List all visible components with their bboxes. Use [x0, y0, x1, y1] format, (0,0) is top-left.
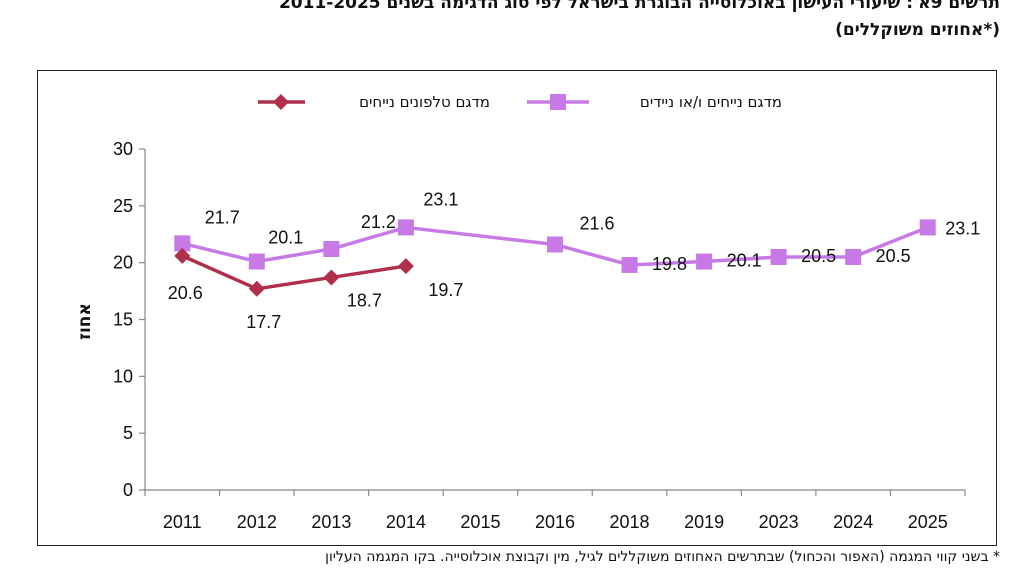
series-point-landline	[323, 269, 340, 286]
footnote: * בשני קווי המגמה (האפור והכחול) שבתרשים…	[325, 549, 1000, 565]
legend-label-landline: מדגם טלפונים נייחים	[359, 93, 490, 111]
x-tick-label: 2025	[908, 512, 948, 532]
chart-frame	[37, 70, 997, 546]
series-point-mobile	[323, 241, 340, 258]
series-point-mobile	[621, 256, 638, 273]
series-point-mobile	[547, 236, 563, 253]
y-tick-label: 25	[113, 196, 133, 216]
series-point-mobile	[696, 253, 713, 270]
legend-marker-mobile	[550, 94, 566, 110]
y-tick-label: 20	[113, 253, 133, 273]
data-label-landline: 17.7	[246, 312, 281, 332]
x-tick-label: 2023	[759, 512, 799, 532]
series-point-mobile	[174, 235, 191, 252]
data-label-mobile: 20.5	[876, 246, 911, 266]
data-label-mobile: 20.5	[801, 246, 836, 266]
x-tick-label: 2011	[163, 512, 202, 532]
series-line-landline	[181, 254, 407, 291]
data-label-landline: 20.6	[168, 283, 203, 303]
x-tick-label: 2013	[311, 512, 351, 532]
data-label-mobile: 21.7	[205, 207, 240, 227]
legend-label-mobile: מדגם נייחים ו/או ניידים	[640, 93, 782, 111]
x-tick-label: 2019	[684, 512, 724, 532]
legend-marker-landline	[273, 94, 289, 110]
x-tick-label: 2018	[610, 512, 650, 532]
series-point-mobile	[919, 219, 936, 236]
y-tick-label: 30	[113, 139, 133, 159]
series-point-mobile	[770, 248, 787, 265]
series-point-mobile	[845, 248, 862, 265]
series-point-mobile	[397, 219, 414, 236]
chart-title-line1: תרשים 9א': שיעורי העישון באוכלוסייה הבוג…	[278, 0, 1000, 13]
data-label-mobile: 20.1	[268, 228, 303, 248]
x-tick-label: 2024	[833, 512, 873, 532]
data-label-mobile: 19.8	[652, 254, 687, 274]
data-label-mobile: 23.1	[945, 218, 980, 238]
y-tick-label: 5	[123, 423, 133, 443]
chart-title-line2: (*אחוזים משוקללים)	[835, 20, 1000, 40]
data-label-mobile: 21.2	[361, 212, 396, 232]
chart-title: תרשים 9א': שיעורי העישון באוכלוסייה הבוג…	[10, 0, 1000, 42]
series-point-landline	[248, 280, 265, 297]
y-tick-label: 10	[113, 366, 133, 386]
series-line-mobile	[181, 225, 929, 267]
y-tick-label: 0	[123, 480, 133, 500]
data-label-landline: 18.7	[347, 290, 382, 310]
series-point-landline	[397, 258, 414, 275]
x-tick-label: 2012	[237, 512, 277, 532]
data-label-mobile: 20.1	[727, 251, 762, 271]
series-point-mobile	[248, 253, 265, 270]
x-tick-label: 2016	[535, 512, 575, 532]
x-tick-label: 2014	[386, 512, 426, 532]
data-label-landline: 19.7	[428, 280, 463, 300]
data-label-mobile: 21.6	[579, 213, 614, 233]
data-label-mobile: 23.1	[423, 189, 458, 209]
series-point-landline	[174, 247, 191, 264]
y-tick-label: 15	[113, 310, 133, 330]
x-tick-label: 2015	[460, 512, 500, 532]
y-axis-label: אחוז	[75, 303, 95, 340]
